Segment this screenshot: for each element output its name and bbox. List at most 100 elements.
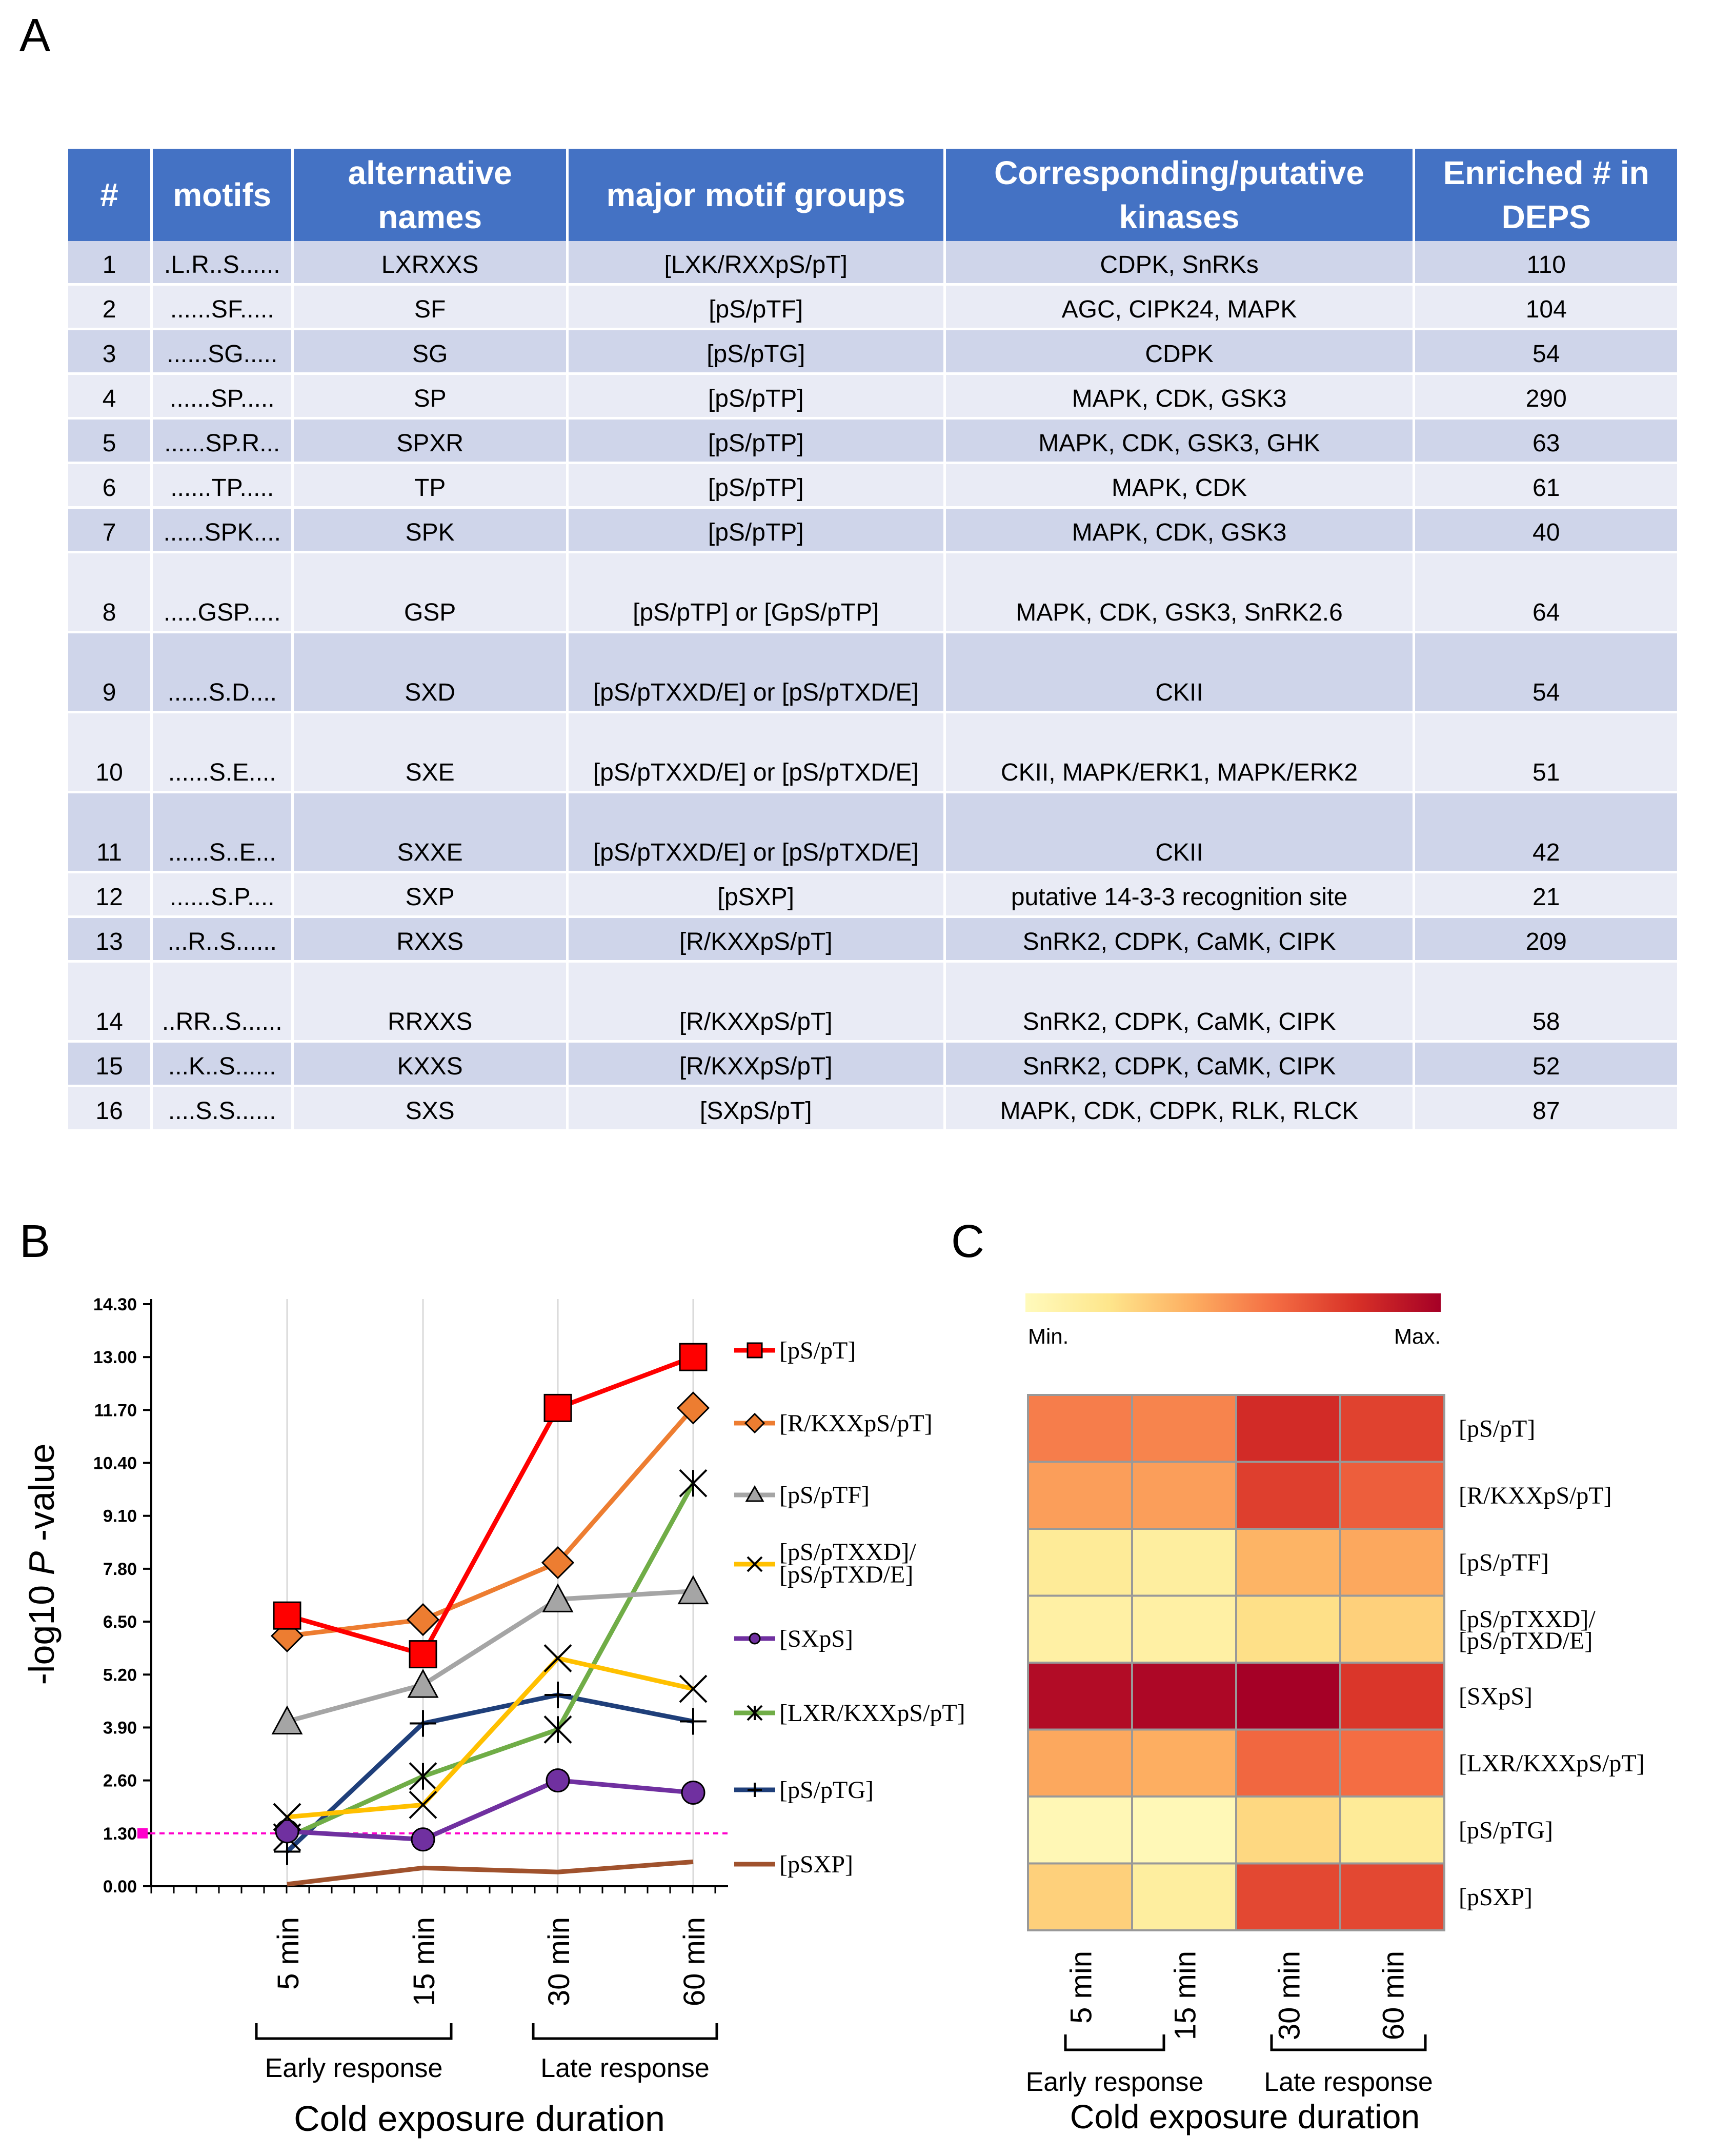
line-chart: 0.00 1.30 2.60 3.90 5.20 6.50 7.80 9.10 10.40 11.… [22,1295,965,2139]
heatmap-cell [1027,1862,1133,1931]
cell-number: 2 [68,286,151,330]
heatmap-cell [1339,1862,1445,1931]
x-tick-label: 15 min [408,1917,441,2006]
cell-enriched: 110 [1415,241,1677,286]
heatmap-cell [1235,1795,1341,1865]
motif-table: # motifs alternative names major motif g… [66,149,1680,1132]
table-row: 6 ......TP..... TP [pS/pTP] MAPK, CDK 61 [68,464,1677,509]
heatmap-cell [1339,1728,1445,1798]
legend-label: [R/KXXpS/pT] [779,1410,933,1437]
cell-enriched: 63 [1415,420,1677,464]
heatmap-cell [1027,1662,1133,1731]
x-axis-title: Cold exposure duration [294,2099,665,2139]
heatmap-cell [1339,1394,1445,1463]
header-motif-groups: major motif groups [568,149,943,241]
cell-motif: .L.R..S...... [153,241,292,286]
cell-number: 3 [68,330,151,375]
cell-alt-name: LXRXXS [294,241,566,286]
table-row: 14 ..RR..S...... RRXXS [R/KXXpS/pT] SnRK2, C… [68,963,1677,1043]
table-row: 16 ....S.S...... SXS [SXpS/pT] MAPK, CDK, CD… [68,1087,1677,1132]
y-tick-label: 5.20 [103,1665,137,1685]
cell-kinases: SnRK2, CDPK, CaMK, CIPK [945,918,1413,963]
cell-kinases: MAPK, CDK, GSK3 [945,509,1413,553]
marker-square [409,1640,437,1669]
heatmap-cell [1131,1394,1237,1463]
row-label: [pS/pT] [1459,1415,1535,1442]
cell-motif: ....S.S...... [153,1087,292,1132]
header-enriched: Enriched # in DEPS [1415,149,1677,241]
cell-motif-group: [pS/pTXXD/E] or [pS/pTXD/E] [568,793,943,873]
marker-triangle [407,1668,439,1698]
cell-number: 4 [68,375,151,420]
x-axis-title: Cold exposure duration [1070,2098,1420,2135]
cell-enriched: 51 [1415,713,1677,793]
marker-circle [275,1819,299,1844]
x-tick-label: 60 min [678,1917,711,2006]
cell-motif: ......SF..... [153,286,292,330]
row-label: [pS/pTG] [1459,1816,1553,1844]
cell-enriched: 54 [1415,330,1677,375]
cell-motif: ......SP.R... [153,420,292,464]
y-tick-label: 3.90 [103,1718,137,1738]
series-8 [287,1859,694,1887]
cell-enriched: 54 [1415,633,1677,713]
cell-motif: ......SG..... [153,330,292,375]
legend-label: [pS/pT] [779,1337,856,1364]
heatmap-cell [1131,1528,1237,1597]
row-label: [LXR/KXXpS/pT] [1459,1750,1645,1777]
header-alt-names: alternative names [294,149,566,241]
cell-motif: ......SPK.... [153,509,292,553]
y-tick-label: 9.10 [103,1507,137,1526]
table-row: 11 ......S..E... SXXE [pS/pTXXD/E] or [pS/p… [68,793,1677,873]
cell-motif: ......S.E.... [153,713,292,793]
row-label: [pSXP] [1459,1884,1532,1911]
cell-kinases: CKII [945,633,1413,713]
series-line [287,1406,695,1639]
row-label-line2: [pS/pTXD/E] [1459,1627,1592,1654]
cell-kinases: CDPK [945,330,1413,375]
x-tick-label: 30 min [542,1917,576,2006]
marker-circle [749,1632,761,1645]
y-tick-label: 1.30 [103,1824,137,1844]
cell-motif-group: [pS/pTXXD/E] or [pS/pTXD/E] [568,713,943,793]
late-response-label: Late response [1264,2067,1433,2097]
cell-motif: ......S.D.... [153,633,292,713]
cell-number: 6 [68,464,151,509]
cell-motif-group: [pS/pTP] [568,464,943,509]
cell-enriched: 209 [1415,918,1677,963]
marker-circle [546,1768,570,1793]
heatmap-cell [1131,1594,1237,1664]
series-line [285,1692,694,1853]
legend-label: [LXR/KXXpS/pT] [779,1700,965,1727]
y-tick-label: 10.40 [93,1454,137,1473]
early-response-bracket [1064,2034,1165,2051]
marker-square [747,1342,763,1359]
marker-diamond [744,1412,765,1434]
table-row: 8 .....GSP..... GSP [pS/pTP] or [GpS/pTP] MA… [68,553,1677,633]
marker-x [543,1644,572,1672]
series-5 [275,1768,705,1852]
cell-number: 9 [68,633,151,713]
marker-square [679,1343,708,1371]
table-header-row: # motifs alternative names major motif g… [68,149,1677,241]
table-row: 5 ......SP.R... SPXR [pS/pTP] MAPK, CDK, GSK… [68,420,1677,464]
table-row: 13 ...R..S...... RXXS [R/KXXpS/pT] SnRK2, CD… [68,918,1677,963]
y-axis-title-italic: P [22,1551,62,1575]
y-tick-label: 7.80 [103,1560,137,1579]
heatmap-cell [1131,1662,1237,1731]
y-tick-label: 6.50 [103,1612,137,1632]
cell-motif-group: [pS/pTP] or [GpS/pTP] [568,553,943,633]
column-label: 30 min [1273,1951,1306,2040]
series-3 [271,1575,709,1735]
cell-number: 14 [68,963,151,1043]
cell-enriched: 290 [1415,375,1677,420]
cell-motif-group: [SXpS/pT] [568,1087,943,1132]
marker-square [273,1601,301,1630]
marker-x [409,1790,437,1819]
legend-label: [pSXP] [779,1851,853,1878]
heatmap-cell [1027,1728,1133,1798]
heatmap-cell [1131,1461,1237,1530]
cell-motif-group: [R/KXXpS/pT] [568,1043,943,1087]
x-tick-label: 5 min [272,1917,305,1990]
cell-motif-group: [pS/pTF] [568,286,943,330]
